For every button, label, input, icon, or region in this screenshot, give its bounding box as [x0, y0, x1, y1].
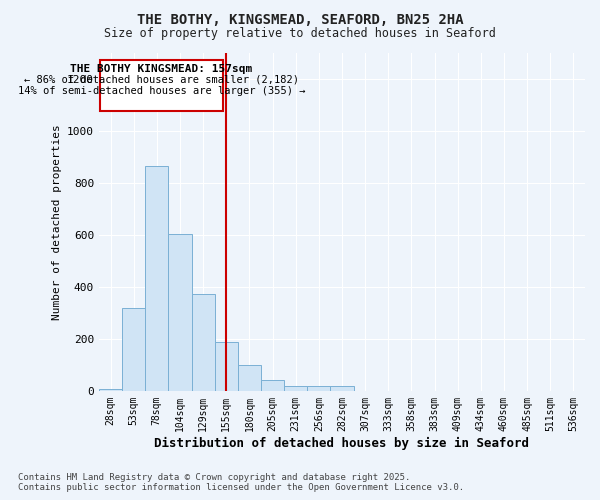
- Y-axis label: Number of detached properties: Number of detached properties: [52, 124, 62, 320]
- FancyBboxPatch shape: [100, 60, 223, 111]
- Bar: [238, 365, 261, 392]
- Bar: [284, 386, 307, 392]
- Bar: [331, 386, 353, 392]
- Bar: [122, 308, 145, 392]
- Text: Size of property relative to detached houses in Seaford: Size of property relative to detached ho…: [104, 28, 496, 40]
- Bar: [169, 234, 191, 392]
- Bar: [215, 342, 238, 392]
- Text: 14% of semi-detached houses are larger (355) →: 14% of semi-detached houses are larger (…: [18, 86, 305, 97]
- Bar: [99, 388, 122, 392]
- Text: ← 86% of detached houses are smaller (2,182): ← 86% of detached houses are smaller (2,…: [24, 74, 299, 85]
- Bar: [191, 294, 215, 392]
- Bar: [307, 386, 331, 392]
- X-axis label: Distribution of detached houses by size in Seaford: Distribution of detached houses by size …: [154, 437, 529, 450]
- Text: THE BOTHY, KINGSMEAD, SEAFORD, BN25 2HA: THE BOTHY, KINGSMEAD, SEAFORD, BN25 2HA: [137, 12, 463, 26]
- Bar: [261, 380, 284, 392]
- Bar: [145, 166, 169, 392]
- Text: THE BOTHY KINGSMEAD: 157sqm: THE BOTHY KINGSMEAD: 157sqm: [70, 64, 253, 74]
- Text: Contains HM Land Registry data © Crown copyright and database right 2025.
Contai: Contains HM Land Registry data © Crown c…: [18, 473, 464, 492]
